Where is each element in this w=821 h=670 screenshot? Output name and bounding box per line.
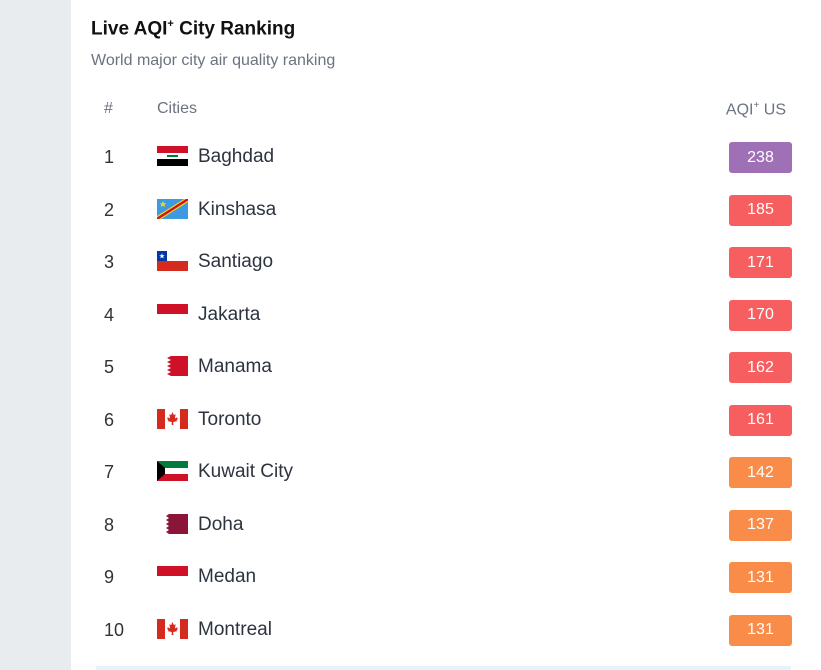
ranking-row[interactable]: 8 Doha 137 bbox=[71, 500, 821, 553]
city-name[interactable]: Manama bbox=[198, 356, 272, 377]
widget-subtitle: World major city air quality ranking bbox=[91, 52, 336, 69]
ranking-row[interactable]: 3 Santiago 171 bbox=[71, 237, 821, 290]
ranking-list: 1 Baghdad 238 2 Kinshasa 185 3 Santiago … bbox=[71, 132, 821, 657]
city-name[interactable]: Kuwait City bbox=[198, 461, 294, 482]
aqi-badge: 238 bbox=[729, 142, 792, 173]
aqi-badge: 170 bbox=[729, 299, 792, 331]
city-name[interactable]: Montreal bbox=[198, 618, 272, 640]
rank-number: 7 bbox=[104, 462, 115, 482]
rank-number: 5 bbox=[104, 357, 115, 377]
aqi-badge: 131 bbox=[729, 562, 792, 593]
title-superscript: + bbox=[167, 18, 174, 30]
city-name[interactable]: Medan bbox=[198, 566, 257, 587]
aqi-badge: 142 bbox=[729, 457, 792, 488]
ranking-row[interactable]: 4 Jakarta 170 bbox=[71, 290, 821, 343]
rank-number: 3 bbox=[104, 252, 115, 272]
aqi-badge: 185 bbox=[729, 194, 792, 226]
ranking-row[interactable]: 7 Kuwait City 142 bbox=[71, 447, 821, 500]
canada-flag-icon bbox=[157, 408, 188, 429]
chile-flag-icon bbox=[157, 251, 188, 271]
title-tail-text: City Ranking bbox=[173, 18, 296, 40]
city-name[interactable]: Doha bbox=[198, 513, 244, 535]
rank-number: 9 bbox=[104, 567, 115, 587]
ranking-row[interactable]: 5 Manama 162 bbox=[71, 342, 821, 395]
rank-number: 4 bbox=[104, 304, 115, 325]
city-name[interactable]: Jakarta bbox=[198, 303, 261, 325]
aqi-badge: 161 bbox=[729, 404, 792, 436]
rank-number: 10 bbox=[104, 619, 125, 640]
ranking-row[interactable]: 2 Kinshasa 185 bbox=[71, 185, 821, 238]
bahrain-flag-icon bbox=[157, 356, 188, 376]
aqi-badge: 162 bbox=[729, 352, 792, 383]
ranking-row[interactable]: 6 Toronto 161 bbox=[71, 395, 821, 448]
rank-number: 6 bbox=[104, 409, 115, 430]
ranking-row[interactable]: 9 Medan 131 bbox=[71, 552, 821, 605]
iraq-flag-icon bbox=[157, 146, 188, 166]
aqi-badge: 131 bbox=[729, 614, 792, 646]
city-name[interactable]: Santiago bbox=[198, 251, 274, 272]
aqi-header-tail: US bbox=[759, 101, 786, 119]
city-name[interactable]: Toronto bbox=[198, 408, 262, 430]
ranking-row[interactable]: 10 Montreal 131 bbox=[71, 605, 821, 658]
city-name[interactable]: Kinshasa bbox=[198, 198, 277, 220]
rank-column-header: # bbox=[104, 100, 113, 117]
aqi-column-header: AQI+ US bbox=[726, 100, 786, 119]
rank-number: 1 bbox=[104, 147, 115, 167]
city-ranking-card: Live AQI+ City Ranking World major city … bbox=[71, 0, 821, 670]
aqi-badge: 171 bbox=[729, 247, 792, 278]
aqi-header-superscript: + bbox=[753, 100, 760, 111]
ranking-row[interactable]: 1 Baghdad 238 bbox=[71, 132, 821, 185]
indonesia-flag-icon bbox=[157, 303, 188, 324]
card-bottom-divider bbox=[96, 666, 791, 670]
kuwait-flag-icon bbox=[157, 461, 188, 481]
title-text: Live AQI bbox=[91, 18, 168, 40]
qatar-flag-icon bbox=[157, 513, 188, 534]
city-name[interactable]: Baghdad bbox=[198, 146, 275, 167]
indonesia-flag-icon bbox=[157, 566, 188, 586]
cities-column-header: Cities bbox=[157, 100, 198, 117]
widget-title: Live AQI+ City Ranking bbox=[91, 18, 295, 40]
aqi-badge: 137 bbox=[729, 509, 792, 541]
canada-flag-icon bbox=[157, 618, 188, 639]
aqi-header-text: AQI bbox=[725, 101, 754, 119]
rank-number: 2 bbox=[104, 199, 115, 220]
dr-congo-flag-icon bbox=[157, 198, 188, 219]
rank-number: 8 bbox=[104, 514, 115, 535]
